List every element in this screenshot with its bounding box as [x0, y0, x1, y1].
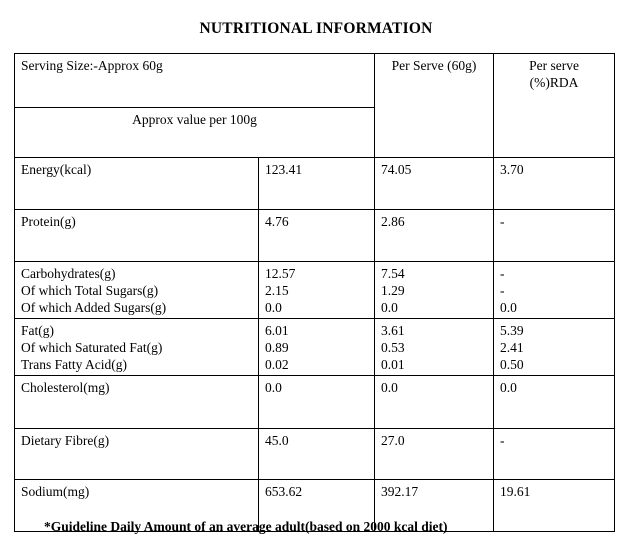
per-100g-value-cell: 4.76 [257, 209, 376, 262]
table-row-energy: Energy(kcal) 123.41 74.05 3.70 [14, 157, 616, 210]
per-serve-value-cell: 74.05 [374, 157, 495, 210]
cell-line: 0.53 [381, 340, 405, 355]
nutrient-label-cell: Protein(g) [14, 209, 259, 262]
per-serve-value-cell: 0.0 [374, 375, 495, 429]
approx-value-header-cell: Approx value per 100g [13, 107, 376, 158]
guideline-footnote: *Guideline Daily Amount of an average ad… [44, 519, 448, 534]
cell-line: Of which Saturated Fat(g) [21, 340, 163, 355]
nutrient-label-cell: Cholesterol(mg) [14, 375, 259, 429]
cell-line: - [500, 266, 505, 281]
per-100g-value-cell: 12.57 2.15 0.0 [257, 261, 376, 319]
per-serve-rda-line: Per serve [529, 58, 579, 73]
table-row-cholesterol: Cholesterol(mg) 0.0 0.0 0.0 [14, 375, 616, 429]
cell-line: 2.15 [265, 283, 289, 298]
cell-line: Trans Fatty Acid(g) [21, 357, 128, 372]
cell-line: Carbohydrates(g) [21, 266, 116, 281]
per-serve-value-cell: 7.54 1.29 0.0 [374, 261, 495, 319]
cell-line: 5.39 [500, 323, 524, 338]
per-100g-value-cell: 653.62 [257, 479, 376, 532]
nutrition-table: Serving Size:-Approx 60g Per Serve (60g)… [13, 53, 616, 532]
nutrient-label-cell: Energy(kcal) [14, 157, 259, 210]
cell-line: Of which Total Sugars(g) [21, 283, 159, 298]
table-row-carbohydrates: Carbohydrates(g) Of which Total Sugars(g… [14, 261, 616, 319]
rda-value-cell: - - 0.0 [493, 261, 616, 319]
rda-value-cell: 0.0 [493, 375, 616, 429]
per-serve-rda-line: (%)RDA [529, 75, 579, 90]
per-100g-value-cell: 45.0 [257, 428, 376, 480]
table-row-protein: Protein(g) 4.76 2.86 - [14, 209, 616, 262]
table-row-fat: Fat(g) Of which Saturated Fat(g) Trans F… [14, 318, 616, 376]
per-100g-value-cell: 123.41 [257, 157, 376, 210]
per-100g-value-cell: 0.0 [257, 375, 376, 429]
cell-line: 0.89 [265, 340, 289, 355]
nutrient-label-cell: Fat(g) Of which Saturated Fat(g) Trans F… [14, 318, 259, 376]
per-serve-value-cell: 2.86 [374, 209, 495, 262]
rda-value-cell: 3.70 [493, 157, 616, 210]
rda-value-cell: 19.61 [493, 479, 616, 532]
cell-line: 0.0 [381, 300, 398, 315]
cell-line: 12.57 [265, 266, 296, 281]
nutrient-label-cell: Carbohydrates(g) Of which Total Sugars(g… [14, 261, 259, 319]
nutrient-label-cell: Dietary Fibre(g) [14, 428, 259, 480]
cell-line: 0.50 [500, 357, 524, 372]
header-row-approx-value: Approx value per 100g [13, 107, 615, 158]
cell-line: 0.0 [265, 300, 282, 315]
per-serve-rda-header-cell: Per serve (%)RDA [493, 53, 616, 158]
cell-line: 0.01 [381, 357, 405, 372]
header-row-serving-size: Serving Size:-Approx 60g Per Serve (60g)… [13, 53, 616, 158]
rda-value-cell: - [493, 209, 616, 262]
per-serve-value-cell: 3.61 0.53 0.01 [374, 318, 495, 376]
cell-line: 6.01 [265, 323, 289, 338]
per-100g-value-cell: 6.01 0.89 0.02 [257, 318, 376, 376]
table-row-sodium: Sodium(mg) 653.62 392.17 19.61 [14, 479, 616, 532]
cell-line: 1.29 [381, 283, 405, 298]
page-title: NUTRITIONAL INFORMATION [199, 20, 433, 37]
table-row-dietary-fibre: Dietary Fibre(g) 45.0 27.0 - [14, 428, 616, 480]
cell-line: 2.41 [500, 340, 524, 355]
cell-line: 0.02 [265, 357, 289, 372]
cell-line: 3.61 [381, 323, 405, 338]
rda-value-cell: - [493, 428, 616, 480]
cell-line: Of which Added Sugars(g) [21, 300, 167, 315]
nutrient-label-cell: Sodium(mg) [14, 479, 259, 532]
per-serve-value-cell: 392.17 [374, 479, 495, 532]
cell-line: Fat(g) [21, 323, 54, 338]
per-serve-value-cell: 27.0 [374, 428, 495, 480]
cell-line: 7.54 [381, 266, 405, 281]
cell-line: 0.0 [500, 300, 517, 315]
serving-size-cell: Serving Size:-Approx 60g [13, 53, 376, 108]
per-serve-header-cell: Per Serve (60g) [374, 53, 495, 158]
cell-line: - [500, 283, 505, 298]
rda-value-cell: 5.39 2.41 0.50 [493, 318, 616, 376]
